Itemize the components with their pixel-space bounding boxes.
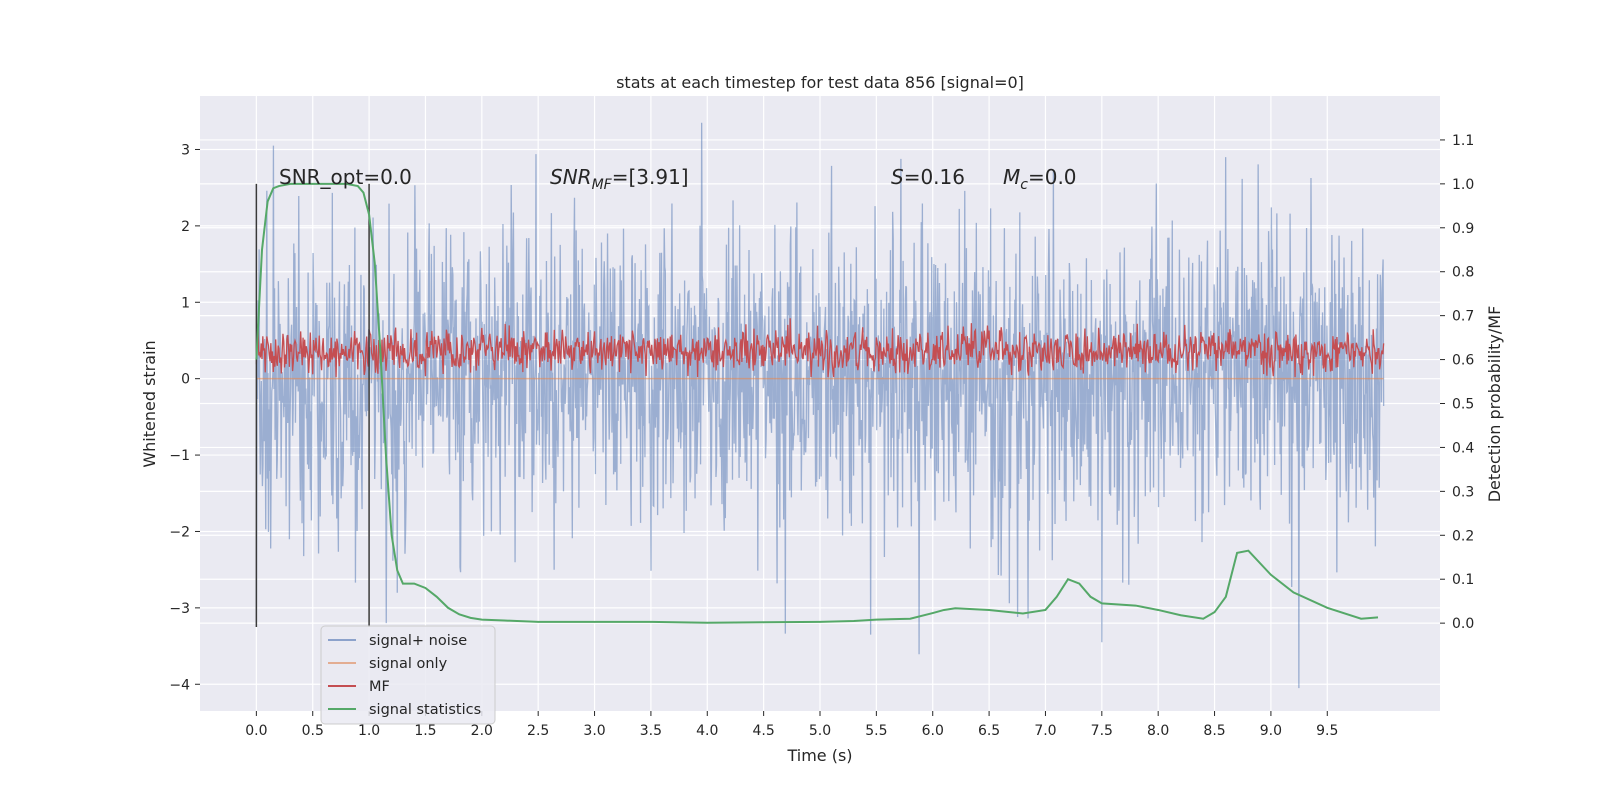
y-right-tick-label: 1.0 [1452, 177, 1474, 193]
mc-value: =0.0 [1028, 165, 1077, 189]
tick-labels: 0.0 0.5 1.0 1.5 2.0 2.5 3.0 3.5 4.0 4.5 5.0 5.5 6.0 6… [169, 133, 1474, 739]
x-tick-label: 1.0 [358, 723, 380, 739]
s-annotation: S=0.16 [891, 165, 965, 189]
y-axis-label: Whitened strain [140, 340, 159, 467]
x-tick-label: 3.5 [640, 723, 662, 739]
x-tick-label: 2.0 [471, 723, 493, 739]
y-tick-label: 2 [181, 219, 190, 235]
x-tick-label: 9.5 [1316, 723, 1338, 739]
s-value: =0.16 [904, 165, 965, 189]
x-tick-label: 8.0 [1147, 723, 1169, 739]
y-tick-label: 3 [181, 142, 190, 158]
y-tick-label: −3 [169, 601, 190, 617]
legend: signal+ noise signal only MF signal stat… [320, 625, 496, 725]
x-tick-label: 6.0 [922, 723, 944, 739]
snr-mf-annotation: SNRMF=[3.91] [550, 165, 689, 193]
x-tick-label: 7.5 [1091, 723, 1113, 739]
y-right-tick-label: 0.0 [1452, 616, 1474, 632]
legend-box [320, 625, 496, 725]
x-tick-label: 4.0 [696, 723, 718, 739]
x-tick-label: 1.5 [414, 723, 436, 739]
x-tick-label: 5.0 [809, 723, 831, 739]
y-right-tick-label: 0.7 [1452, 309, 1474, 325]
y-tick-label: −1 [169, 448, 190, 464]
y-right-tick-label: 0.4 [1452, 440, 1474, 456]
y-right-tick-label: 0.9 [1452, 221, 1474, 237]
series-mf [255, 318, 1385, 378]
mc-symbol: M [1003, 165, 1020, 189]
snr-mf-symbol: SNR [550, 165, 592, 189]
s-symbol: S [891, 165, 904, 189]
x-tick-label: 0.0 [245, 723, 267, 739]
y-right-tick-label: 1.1 [1452, 133, 1474, 149]
y-right-tick-label: 0.3 [1452, 484, 1474, 500]
y-right-tick-label: 0.8 [1452, 265, 1474, 281]
data-layer [255, 122, 1385, 689]
x-tick-label: 2.5 [527, 723, 549, 739]
x-tick-label: 4.5 [753, 723, 775, 739]
mc-annotation: Mc=0.0 [1003, 165, 1077, 193]
y-tick-label: −4 [169, 677, 190, 693]
y-tick-label: 0 [181, 372, 190, 388]
mc-subscript: c [1020, 177, 1028, 193]
y-axis-right-label: Detection probability/MF [1485, 306, 1504, 503]
x-tick-label: 6.5 [978, 723, 1000, 739]
y-right-tick-label: 0.2 [1452, 528, 1474, 544]
legend-label-signal-only: signal only [369, 656, 448, 672]
snr-opt-annotation: SNR_opt=0.0 [279, 165, 412, 189]
chart-title: stats at each timestep for test data 856… [616, 73, 1024, 92]
x-tick-label: 9.0 [1260, 723, 1282, 739]
y-right-tick-label: 0.1 [1452, 572, 1474, 588]
snr-mf-subscript: MF [592, 177, 613, 193]
x-tick-label: 8.5 [1203, 723, 1225, 739]
legend-label-mf: MF [369, 679, 390, 695]
x-tick-label: 3.0 [583, 723, 605, 739]
annotations: SNR_opt=0.0 SNRMF=[3.91] S=0.16 Mc=0.0 [279, 165, 1077, 193]
x-tick-label: 7.0 [1034, 723, 1056, 739]
legend-label-signal-statistics: signal statistics [369, 702, 481, 718]
snr-mf-value: =[3.91] [612, 165, 689, 189]
x-axis-label: Time (s) [786, 746, 852, 765]
y-tick-label: −2 [169, 524, 190, 540]
series-signal-noise [255, 122, 1385, 689]
x-tick-label: 0.5 [302, 723, 324, 739]
y-tick-label: 1 [181, 295, 190, 311]
legend-label-signal-noise: signal+ noise [369, 633, 467, 649]
y-right-tick-label: 0.6 [1452, 353, 1474, 369]
series-signal-statistics [255, 182, 1379, 624]
y-right-tick-label: 0.5 [1452, 397, 1474, 413]
x-tick-label: 5.5 [865, 723, 887, 739]
